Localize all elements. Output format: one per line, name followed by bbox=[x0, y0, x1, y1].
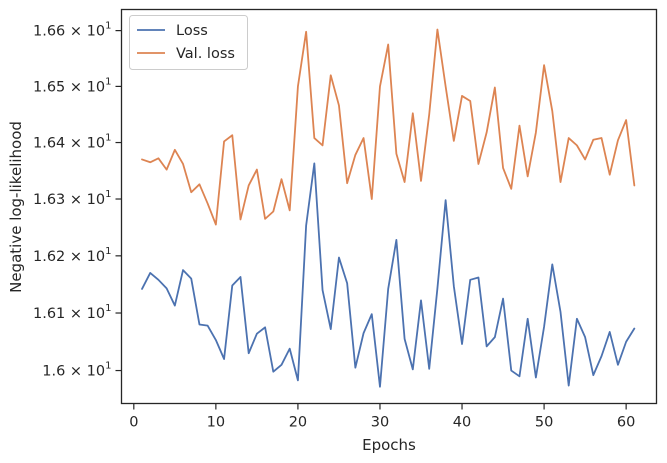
y-tick-label: 1.63 × 101 bbox=[33, 189, 112, 208]
x-tick-label: 30 bbox=[371, 415, 389, 431]
y-tick-label: 1.6 × 101 bbox=[42, 361, 111, 380]
legend-label-val-loss: Val. loss bbox=[176, 46, 235, 62]
series-lines bbox=[141, 28, 636, 388]
x-tick-label: 60 bbox=[617, 415, 635, 431]
legend-label-loss: Loss bbox=[176, 23, 208, 39]
y-tick-label: 1.64 × 101 bbox=[33, 133, 112, 152]
y-tick-label: 1.62 × 101 bbox=[33, 246, 112, 265]
y-axis-ticks: 1.6 × 101 1.61 × 101 1.62 × 101 1.63 × 101 1… bbox=[33, 21, 122, 380]
y-axis-label: Negative log-likelihood bbox=[7, 121, 25, 293]
x-axis-label: Epochs bbox=[362, 436, 416, 454]
plot-frame bbox=[120, 8, 658, 405]
y-tick-label: 1.61 × 101 bbox=[33, 303, 112, 322]
legend-box bbox=[129, 15, 248, 70]
x-tick-label: 40 bbox=[453, 415, 471, 431]
x-axis-ticks: 0 10 20 30 40 50 60 bbox=[129, 403, 635, 431]
legend: Loss Val. loss bbox=[129, 15, 248, 70]
x-tick-label: 10 bbox=[207, 415, 225, 431]
y-tick-label: 1.66 × 101 bbox=[33, 21, 112, 40]
x-tick-label: 50 bbox=[535, 415, 553, 431]
series-line-loss bbox=[141, 162, 636, 388]
x-tick-label: 0 bbox=[129, 415, 138, 431]
x-tick-label: 20 bbox=[289, 415, 307, 431]
y-tick-label: 1.65 × 101 bbox=[33, 76, 112, 95]
series-line-val-loss bbox=[141, 28, 636, 226]
